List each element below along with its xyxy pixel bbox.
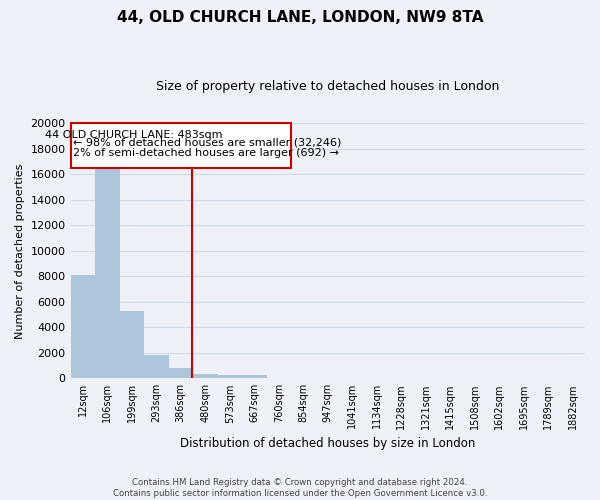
Bar xyxy=(242,375,266,378)
Bar xyxy=(193,374,218,378)
Bar xyxy=(71,124,291,168)
Bar xyxy=(218,374,242,378)
Text: 44, OLD CHURCH LANE, LONDON, NW9 8TA: 44, OLD CHURCH LANE, LONDON, NW9 8TA xyxy=(117,10,483,25)
Bar xyxy=(95,168,119,378)
X-axis label: Distribution of detached houses by size in London: Distribution of detached houses by size … xyxy=(180,437,475,450)
Text: Contains HM Land Registry data © Crown copyright and database right 2024.
Contai: Contains HM Land Registry data © Crown c… xyxy=(113,478,487,498)
Bar xyxy=(144,356,169,378)
Text: 2% of semi-detached houses are larger (692) →: 2% of semi-detached houses are larger (6… xyxy=(73,148,339,158)
Bar xyxy=(169,368,193,378)
Text: 44 OLD CHURCH LANE: 483sqm: 44 OLD CHURCH LANE: 483sqm xyxy=(46,130,223,140)
Y-axis label: Number of detached properties: Number of detached properties xyxy=(15,163,25,338)
Title: Size of property relative to detached houses in London: Size of property relative to detached ho… xyxy=(156,80,499,93)
Text: ← 98% of detached houses are smaller (32,246): ← 98% of detached houses are smaller (32… xyxy=(73,138,341,147)
Bar xyxy=(119,310,144,378)
Bar xyxy=(71,275,95,378)
